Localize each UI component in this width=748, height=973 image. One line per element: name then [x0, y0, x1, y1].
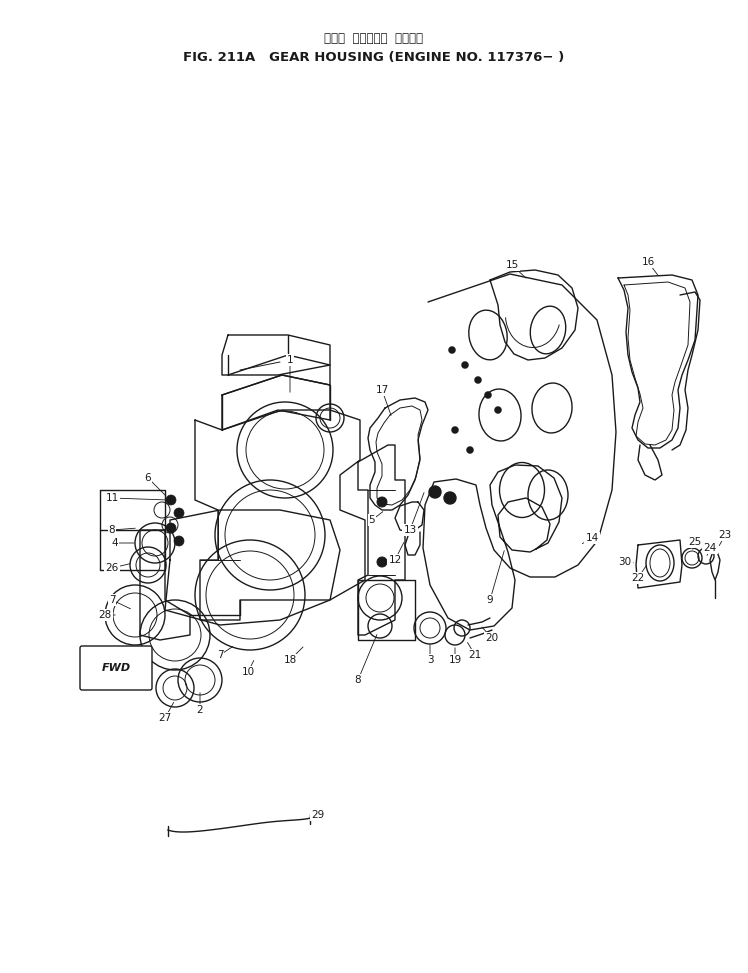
- Circle shape: [429, 486, 441, 498]
- Text: 7: 7: [217, 650, 224, 660]
- FancyBboxPatch shape: [80, 646, 152, 690]
- Text: 5: 5: [369, 515, 375, 525]
- Text: 14: 14: [586, 533, 598, 543]
- Text: 12: 12: [388, 555, 402, 565]
- Text: 22: 22: [631, 573, 645, 583]
- Text: 1: 1: [286, 355, 293, 365]
- Circle shape: [174, 508, 184, 518]
- Text: 30: 30: [619, 557, 631, 567]
- Circle shape: [444, 492, 456, 504]
- Circle shape: [452, 426, 459, 434]
- Circle shape: [494, 407, 501, 414]
- Text: FWD: FWD: [102, 663, 131, 673]
- Text: 4: 4: [111, 538, 118, 548]
- Text: ギヤー  ハウジング  適用号機: ギヤー ハウジング 適用号機: [325, 31, 423, 45]
- Text: 11: 11: [105, 493, 119, 503]
- Text: 27: 27: [159, 713, 171, 723]
- Circle shape: [377, 497, 387, 507]
- Text: 29: 29: [311, 810, 325, 820]
- Text: 10: 10: [242, 667, 254, 677]
- Text: 28: 28: [99, 610, 111, 620]
- Text: 15: 15: [506, 260, 518, 270]
- Text: 24: 24: [703, 543, 717, 553]
- Text: 16: 16: [641, 257, 654, 267]
- Circle shape: [462, 362, 468, 369]
- Text: 25: 25: [688, 537, 702, 547]
- Text: 6: 6: [144, 473, 151, 483]
- Circle shape: [474, 377, 482, 383]
- Text: 9: 9: [487, 595, 494, 605]
- Circle shape: [377, 557, 387, 567]
- Text: 26: 26: [105, 563, 119, 573]
- Text: 19: 19: [448, 655, 462, 665]
- Text: 17: 17: [375, 385, 389, 395]
- Circle shape: [467, 447, 473, 453]
- Text: 18: 18: [283, 655, 297, 665]
- Text: 20: 20: [485, 633, 499, 643]
- Circle shape: [166, 523, 176, 533]
- Text: 23: 23: [718, 530, 732, 540]
- Circle shape: [174, 536, 184, 546]
- Text: 13: 13: [403, 525, 417, 535]
- Circle shape: [485, 391, 491, 399]
- Circle shape: [166, 495, 176, 505]
- Text: 7: 7: [108, 595, 115, 605]
- Text: 8: 8: [108, 525, 115, 535]
- Text: FIG. 211A   GEAR HOUSING (ENGINE NO. 117376− ): FIG. 211A GEAR HOUSING (ENGINE NO. 11737…: [183, 51, 565, 63]
- Text: 2: 2: [197, 705, 203, 715]
- Text: 8: 8: [355, 675, 361, 685]
- Text: 3: 3: [426, 655, 433, 665]
- Circle shape: [449, 346, 456, 353]
- Text: 21: 21: [468, 650, 482, 660]
